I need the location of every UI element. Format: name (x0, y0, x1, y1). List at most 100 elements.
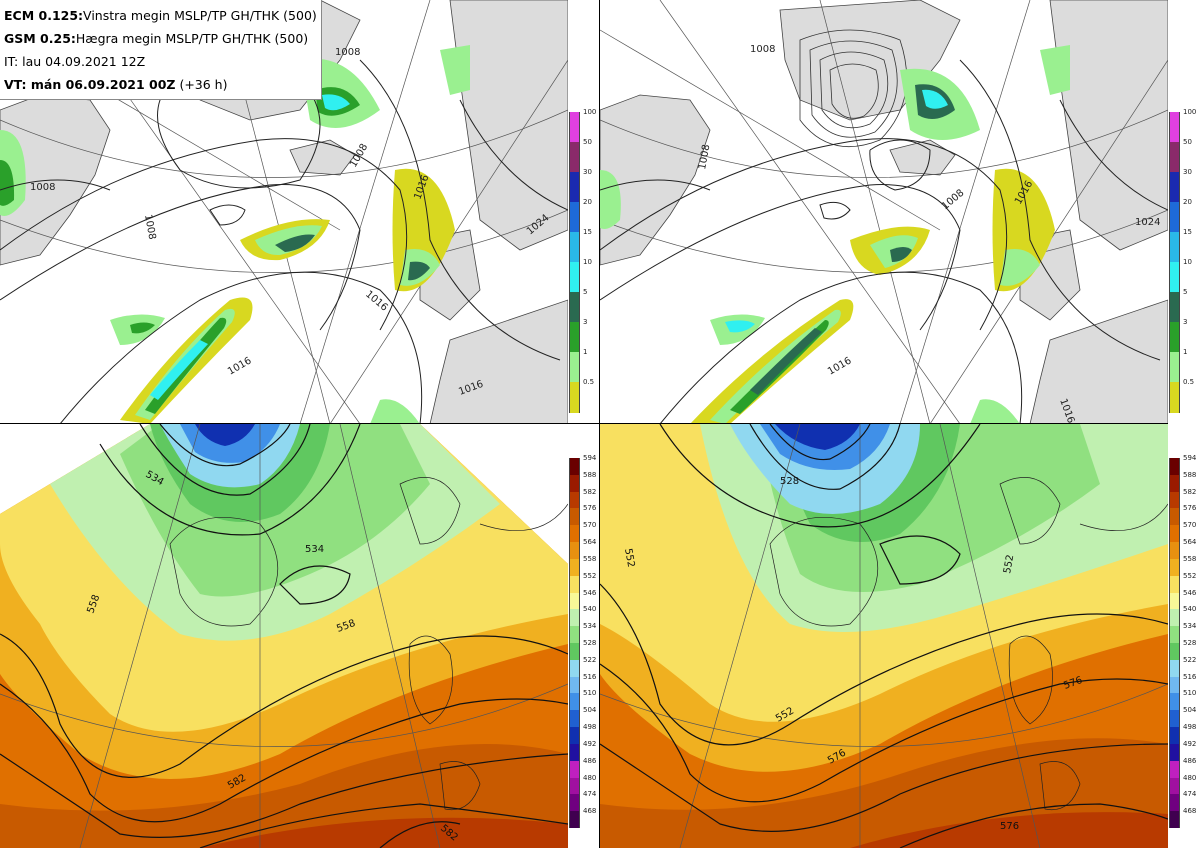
thickness-label: 534 (305, 544, 324, 555)
colorbar-segment (569, 112, 580, 143)
colorbar-segment (1169, 777, 1180, 795)
colorbar-segment (1169, 609, 1180, 627)
panel-divider-horizontal (0, 423, 1168, 424)
colorbar-segment (569, 710, 580, 728)
colorbar-label: 522 (1183, 655, 1197, 664)
colorbar-segment (1169, 525, 1180, 543)
colorbar-label: 50 (583, 138, 592, 146)
colorbar-segment (1169, 743, 1180, 762)
colorbar-label: 5 (583, 288, 588, 296)
colorbar-label: 1 (583, 348, 588, 356)
colorbar-segment (569, 458, 580, 476)
colorbar-segment (1169, 232, 1180, 263)
colorbar-label: 3 (1183, 318, 1188, 326)
colorbar-label: 552 (1183, 571, 1197, 580)
colorbar-label: 492 (1183, 739, 1197, 748)
land-iceland (889, 139, 956, 176)
colorbar-segment (569, 142, 580, 173)
colorbar-segment (1169, 172, 1180, 203)
colorbar-label: 5 (1183, 288, 1188, 296)
colorbar-label: 534 (1183, 622, 1197, 631)
colorbar-label: 540 (1183, 605, 1197, 614)
colorbar-label: 504 (583, 706, 597, 715)
colorbar-label: 522 (583, 655, 597, 664)
colorbar-label: 492 (583, 739, 597, 748)
colorbar-label: 30 (583, 168, 592, 176)
colorbar-segment (569, 508, 580, 526)
land-europe (429, 299, 568, 424)
colorbar-segment (569, 322, 580, 353)
colorbar-segment (1169, 474, 1180, 493)
colorbar-label: 50 (1183, 138, 1192, 146)
colorbar-segment (1169, 643, 1180, 661)
isobar-label: 1008 (750, 44, 775, 55)
colorbar-label: 516 (583, 672, 597, 681)
colorbar-label: 576 (1183, 504, 1197, 513)
colorbar-label: 564 (583, 538, 597, 547)
thickness-contours (0, 424, 568, 848)
colorbar-segment (1169, 760, 1180, 779)
colorbar-segment (1169, 542, 1180, 560)
colorbar-segment (1169, 811, 1180, 829)
colorbar-label: 540 (583, 605, 597, 614)
precip-colorbar-left: 100 50 30 20 15 10 5 3 1 0.5 (568, 108, 600, 413)
colorbar-label: 528 (583, 639, 597, 647)
colorbar-segment (569, 292, 580, 323)
colorbar-segment (1169, 382, 1180, 413)
colorbar-segment (569, 232, 580, 263)
ecm-model-label: ECM 0.125: (4, 8, 84, 23)
thickness-contours (600, 424, 1168, 848)
colorbar-label: 474 (583, 790, 597, 799)
isobar-label: 1008 (142, 214, 157, 241)
colorbar-segment (569, 760, 580, 779)
colorbar-label: 480 (1183, 773, 1197, 782)
gsm-description: Hægra megin MSLP/TP GH/THK (500) (75, 31, 309, 46)
colorbar-label: 1 (1183, 348, 1188, 356)
colorbar-label: 3 (583, 318, 588, 326)
colorbar-segment (1169, 458, 1180, 476)
colorbar-label: 516 (1183, 672, 1197, 681)
thickness-colorbar-left: 594 588 582 576 570 564 558 552 546 540 534 528 522 5… (568, 455, 600, 829)
colorbar-label: 576 (583, 504, 597, 513)
colorbar-segment (1169, 794, 1180, 812)
colorbar-label: 100 (583, 108, 597, 116)
gsm-mslp-precip-map: 1008 1008 1016 1024 1008 1016 1016 (600, 0, 1168, 424)
colorbar-label: 504 (1183, 706, 1197, 715)
forecast-info-box: ECM 0.125:Vinstra megin MSLP/TP GH/THK (… (0, 0, 322, 100)
colorbar-label: 20 (583, 198, 592, 206)
colorbar-label: 498 (1183, 723, 1197, 732)
colorbar-segment (1169, 262, 1180, 293)
colorbar-label: 10 (1183, 258, 1192, 266)
colorbar-label: 30 (1183, 168, 1192, 176)
colorbar-segment (569, 491, 580, 509)
colorbar-segment (1169, 710, 1180, 728)
colorbar-label: 588 (1183, 470, 1197, 479)
colorbar-label: 546 (1183, 588, 1197, 597)
colorbar-segment (1169, 491, 1180, 509)
land-iceland (289, 139, 356, 176)
colorbar-segment (1169, 592, 1180, 610)
thickness-label: 576 (1000, 821, 1019, 832)
colorbar-label: 486 (583, 756, 597, 765)
colorbar-segment (1169, 112, 1180, 143)
colorbar-segment (1169, 142, 1180, 173)
thickness-label: 528 (780, 476, 799, 487)
colorbar-segment (569, 172, 580, 203)
info-line-ecm: ECM 0.125:Vinstra megin MSLP/TP GH/THK (… (4, 4, 317, 27)
colorbar-segment (569, 262, 580, 293)
colorbar-segment (1169, 659, 1180, 678)
colorbar-label: 570 (1183, 521, 1197, 530)
colorbar-segment (569, 575, 580, 594)
colorbar-segment (1169, 292, 1180, 323)
coastlines (169, 476, 568, 811)
colorbar-segment (569, 811, 580, 829)
colorbar-segment (1169, 693, 1180, 711)
colorbar-segment (569, 626, 580, 644)
colorbar-segment (569, 542, 580, 560)
colorbar-segment (569, 592, 580, 610)
colorbar-segment (1169, 322, 1180, 353)
colorbar-label: 468 (1183, 807, 1197, 816)
isobar-label: 1024 (1135, 217, 1160, 228)
colorbar-label: 0.5 (1183, 378, 1195, 386)
colorbar-segment (569, 352, 580, 383)
